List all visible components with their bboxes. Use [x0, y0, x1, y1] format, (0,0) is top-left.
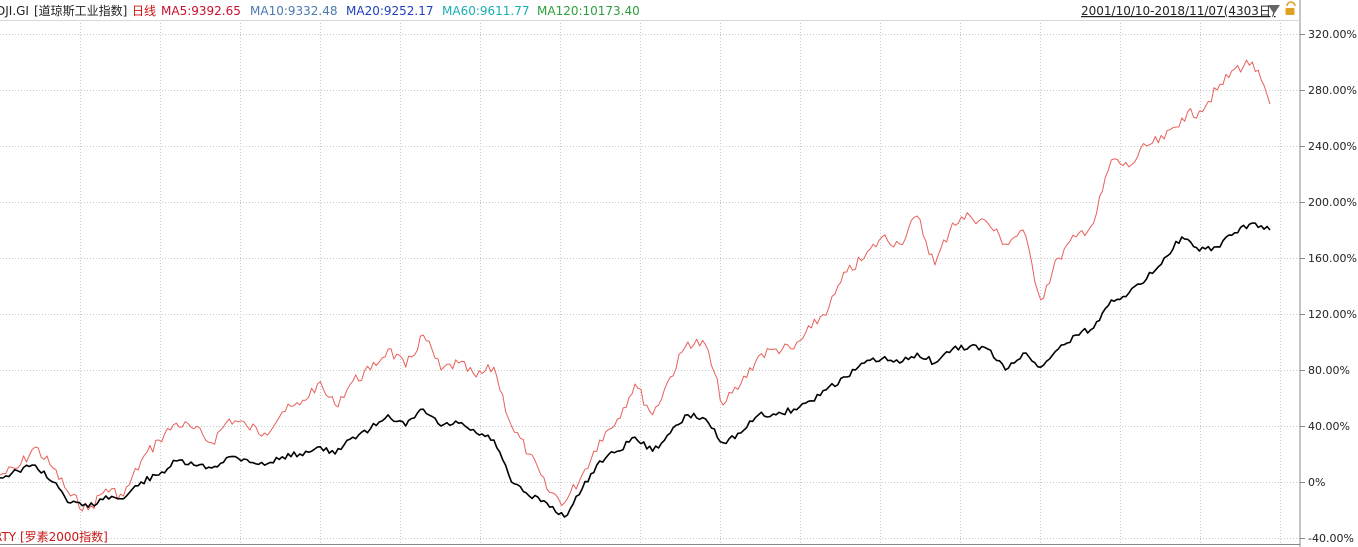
- y-tick-labels: 320.00% 280.00% 240.00% 200.00% 160.00% 120.0…: [1308, 28, 1357, 545]
- ma5-label: MA5:9392.65: [161, 4, 241, 18]
- y-tick-label: 320.00%: [1308, 28, 1357, 41]
- y-axis: [0, 0, 1301, 547]
- y-tick-label: 40.00%: [1308, 420, 1350, 433]
- rty-series-line: [0, 59, 1271, 512]
- compare-series-label: RTY [罗素2000指数]: [0, 529, 108, 544]
- grid: [0, 20, 1305, 544]
- dji-series-line: [0, 222, 1271, 518]
- ma60-label: MA60:9611.77: [442, 4, 530, 18]
- y-tick-label: 240.00%: [1308, 140, 1357, 153]
- ma10-label: MA10:9332.48: [250, 4, 338, 18]
- triangle-down-icon[interactable]: [1268, 5, 1280, 14]
- header-symbol: DJI.GI: [0, 4, 29, 18]
- y-tick-label: 120.00%: [1308, 308, 1357, 321]
- ma120-label: MA120:10173.40: [537, 4, 640, 18]
- date-range-link[interactable]: 2001/10/10-2018/11/07(4303日): [1081, 4, 1276, 18]
- lock-icon[interactable]: [1285, 1, 1296, 15]
- y-tick-label: 200.00%: [1308, 196, 1357, 209]
- y-tick-label: -40.00%: [1308, 532, 1354, 545]
- ma20-label: MA20:9252.17: [346, 4, 434, 18]
- y-tick-label: 0%: [1308, 476, 1325, 489]
- y-tick-label: 160.00%: [1308, 252, 1357, 265]
- header-period[interactable]: 日线: [132, 4, 156, 18]
- series: [0, 59, 1271, 518]
- y-tick-label: 280.00%: [1308, 84, 1357, 97]
- header-name: [道琼斯工业指数]: [34, 3, 127, 18]
- y-tick-label: 80.00%: [1308, 364, 1350, 377]
